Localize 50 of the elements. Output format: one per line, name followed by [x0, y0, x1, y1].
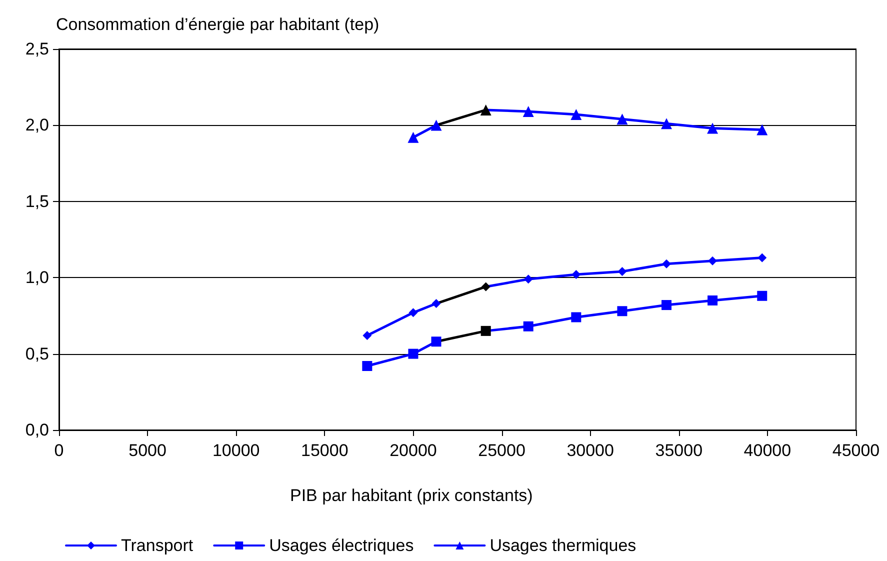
point: [758, 253, 767, 262]
point: [523, 321, 534, 332]
point: [480, 326, 491, 336]
x-tick-label: 0: [54, 441, 64, 460]
point: [756, 124, 768, 136]
legend-label: Usages électriques: [269, 536, 414, 555]
x-tick-label: 5000: [128, 441, 166, 460]
point: [408, 308, 418, 318]
x-tick-label: 35000: [655, 441, 703, 460]
y-axis-title: Consommation d’énergie par habitant (tep): [56, 15, 380, 34]
x-tick-label: 20000: [390, 441, 437, 460]
y-tick-label: 2,0: [25, 116, 49, 135]
point: [708, 295, 718, 306]
x-tick-label: 25000: [478, 441, 526, 460]
legend-label: Transport: [121, 536, 194, 555]
y-tick-label: 1,5: [25, 192, 49, 211]
x-tick-label: 10000: [212, 441, 260, 460]
point: [362, 331, 372, 340]
point: [481, 282, 490, 292]
point: [362, 360, 372, 371]
point: [432, 299, 441, 308]
y-tick-label: 0,5: [25, 344, 49, 364]
point: [408, 348, 418, 359]
point: [430, 120, 442, 131]
point: [572, 270, 581, 280]
y-tick-label: 1,0: [25, 268, 49, 288]
point: [571, 312, 582, 322]
point: [618, 267, 627, 276]
y-tick-label: 0,0: [25, 420, 49, 440]
legend-label: Usages thermiques: [490, 536, 636, 555]
point: [522, 106, 534, 117]
x-tick-label: 45000: [832, 441, 880, 460]
point: [660, 118, 672, 130]
point: [524, 274, 533, 284]
point: [707, 122, 718, 134]
point: [708, 256, 718, 266]
x-tick-label: 40000: [744, 441, 792, 460]
point: [757, 290, 768, 301]
y-tick-label: 2,5: [25, 40, 49, 58]
point: [617, 306, 628, 316]
point: [408, 132, 419, 143]
point: [662, 259, 671, 268]
point: [570, 109, 582, 120]
point: [616, 114, 628, 125]
point: [661, 300, 672, 310]
x-tick-label: 30000: [566, 441, 614, 460]
x-tick-label: 15000: [301, 441, 348, 460]
point: [480, 104, 492, 116]
x-axis-title: PIB par habitant (prix constants): [290, 486, 533, 505]
point: [431, 336, 442, 347]
